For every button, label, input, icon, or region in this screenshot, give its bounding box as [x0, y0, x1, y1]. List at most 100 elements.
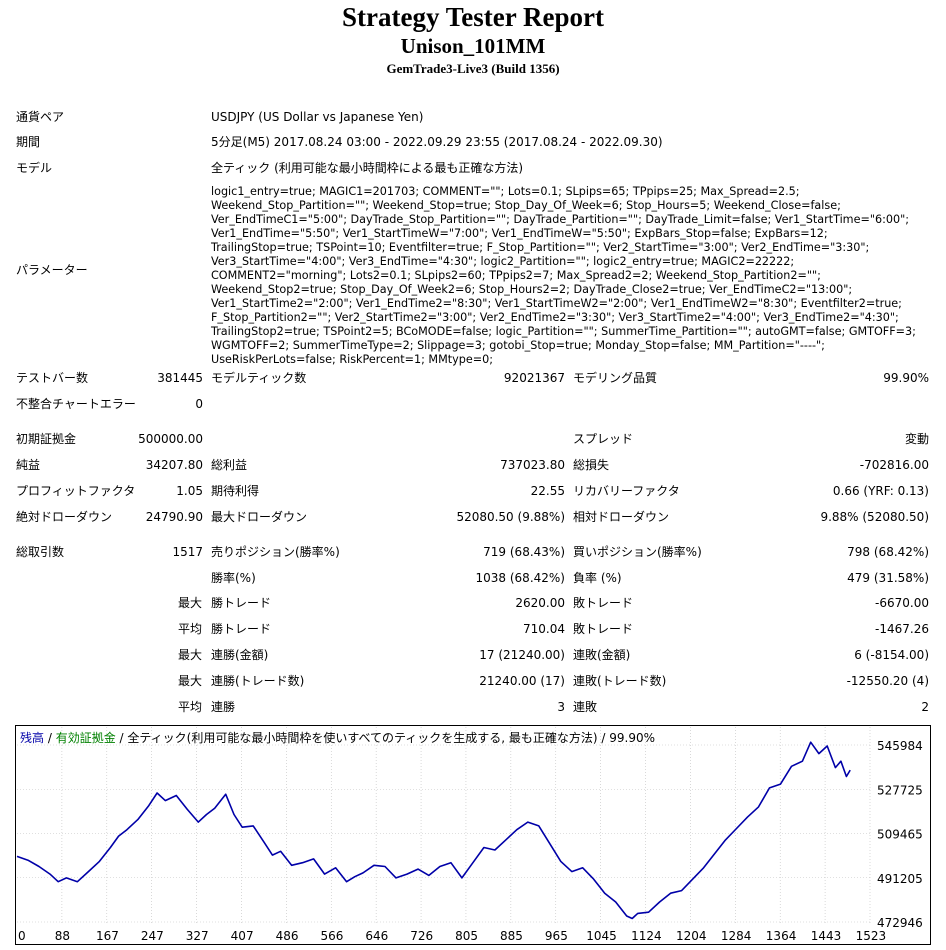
- average-consecutive-wins-label: 連勝: [211, 700, 236, 714]
- legend-separator-1: /: [44, 731, 56, 745]
- x-tick-labels: 0 88 167 247 327 407 486 566 646 726 805 885 965 1045…: [18, 929, 886, 943]
- long-positions-value: 798 (68.42%): [847, 545, 929, 559]
- loss-trades-value: 479 (31.58%): [847, 571, 929, 585]
- gross-loss-label: 総損失: [573, 458, 610, 472]
- chart-legend: 残高 / 有効証拠金 / 全ティック(利用可能な最小時間枠を使いすべてのティック…: [20, 730, 655, 745]
- relative-drawdown-value: 9.88% (52080.50): [820, 510, 929, 524]
- maximal-drawdown-value: 52080.50 (9.88%): [456, 510, 565, 524]
- spread-value: 変動: [904, 432, 929, 446]
- gross-profit-label: 総利益: [211, 458, 248, 472]
- average-consecutive-losses-value: 2: [921, 700, 929, 714]
- bars-label: テストバー数: [16, 371, 89, 385]
- net-profit-label: 純益: [16, 458, 41, 472]
- ea-name: Unison_101MM: [400, 34, 546, 58]
- chart-series: [16, 741, 851, 920]
- net-profit-value: 34207.80: [145, 458, 203, 472]
- quality-value: 99.90%: [883, 371, 929, 385]
- consecutive-losses-count-value: -12550.20 (4): [846, 674, 929, 688]
- average-consecutive-wins-value: 3: [557, 700, 565, 714]
- short-positions-value: 719 (68.43%): [483, 545, 565, 559]
- symbol-value: USDJPY (US Dollar vs Japanese Yen): [211, 110, 424, 124]
- y-tick-label: 527725: [877, 783, 923, 797]
- x-tick-label: 327: [186, 929, 209, 943]
- largest-loss-value: -6670.00: [875, 596, 929, 610]
- gross-profit-value: 737023.80: [500, 458, 565, 472]
- profit-trades-value: 1038 (68.42%): [475, 571, 565, 585]
- legend-balance: 残高: [20, 730, 44, 745]
- consecutive-losses-money-value: 6 (-8154.00): [854, 648, 929, 662]
- average-win-value: 710.04: [523, 622, 565, 636]
- total-trades-label: 総取引数: [16, 545, 65, 559]
- x-tick-label: 1284: [721, 929, 752, 943]
- long-positions-label: 買いポジション(勝率%): [573, 545, 702, 559]
- x-tick-label: 1124: [631, 929, 662, 943]
- largest-loss-label: 敗トレード: [573, 596, 634, 610]
- x-tick-label: 805: [455, 929, 478, 943]
- deposit-label: 初期証拠金: [16, 432, 77, 446]
- gross-loss-value: -702816.00: [859, 458, 929, 472]
- short-positions-label: 売りポジション(勝率%): [211, 545, 340, 559]
- largest-win-label: 勝トレード: [211, 596, 272, 610]
- average-row: 平均 勝トレード 710.04 敗トレード -1467.26: [0, 617, 946, 641]
- average-consecutive-label: 平均: [178, 700, 203, 714]
- balance-line: [16, 741, 851, 920]
- consecutive-wins-count-label: 連勝(トレード数): [211, 674, 305, 688]
- absolute-drawdown-value: 24790.90: [145, 510, 203, 524]
- x-tick-label: 566: [320, 929, 343, 943]
- profit-factor-label: プロフィットファクタ: [16, 484, 136, 498]
- x-tick-label: 726: [410, 929, 433, 943]
- x-tick-label: 646: [365, 929, 388, 943]
- bars-value: 381445: [157, 371, 203, 385]
- average-win-label: 勝トレード: [211, 622, 272, 636]
- maximal-drawdown-label: 最大ドローダウン: [211, 510, 308, 524]
- drawdown-row: 絶対ドローダウン 24790.90 最大ドローダウン 52080.50 (9.8…: [0, 505, 946, 529]
- x-tick-label: 167: [96, 929, 119, 943]
- mismatch-label: 不整合チャートエラー: [16, 397, 136, 411]
- parameters-label: パラメーター: [16, 263, 88, 277]
- consecutive-losses-count-label: 連敗(トレード数): [573, 674, 667, 688]
- average-label: 平均: [178, 622, 203, 636]
- relative-drawdown-label: 相対ドローダウン: [573, 510, 670, 524]
- model-value: 全ティック (利用可能な最小時間枠による最も正確な方法): [211, 161, 524, 175]
- report-title: Strategy Tester Report: [342, 2, 604, 32]
- period-value: 5分足(M5) 2017.08.24 03:00 - 2022.09.29 23…: [211, 135, 663, 149]
- balance-chart: 545984 527725 509465 491205 472946 0 88 167 247…: [15, 725, 931, 945]
- average-loss-value: -1467.26: [875, 622, 929, 636]
- ticks-value: 92021367: [503, 371, 565, 385]
- spread-label: スプレッド: [573, 432, 634, 446]
- y-tick-label: 545984: [877, 739, 923, 753]
- average-loss-label: 敗トレード: [573, 622, 634, 636]
- largest-row: 最大 勝トレード 2620.00 敗トレード -6670.00: [0, 591, 946, 615]
- chart-grid: [17, 727, 871, 925]
- absolute-drawdown-label: 絶対ドローダウン: [16, 510, 113, 524]
- x-tick-label: 247: [141, 929, 164, 943]
- x-tick-label: 885: [500, 929, 523, 943]
- pf-row: プロフィットファクタ 1.05 期待利得 22.55 リカバリーファクタ 0.6…: [0, 479, 946, 503]
- profit-factor-value: 1.05: [176, 484, 203, 498]
- y-tick-labels: 545984 527725 509465 491205 472946: [877, 739, 923, 930]
- legend-equity: 有効証拠金: [56, 730, 116, 745]
- symbol-row: 通貨ペア USDJPY (US Dollar vs Japanese Yen): [0, 105, 946, 129]
- x-tick-label: 1443: [811, 929, 842, 943]
- parameters-value: logic1_entry=true; MAGIC1=201703; COMMEN…: [211, 185, 916, 366]
- server-build: GemTrade3-Live3 (Build 1356): [386, 61, 560, 76]
- consecutive-wins-count-value: 21240.00 (17): [479, 674, 565, 688]
- expected-payoff-value: 22.55: [530, 484, 565, 498]
- period-row: 期間 5分足(M5) 2017.08.24 03:00 - 2022.09.29…: [0, 130, 946, 154]
- net-row: 純益 34207.80 総利益 737023.80 総損失 -702816.00: [0, 453, 946, 477]
- x-tick-label: 407: [231, 929, 254, 943]
- consecutive-wins-money-label: 連勝(金額): [211, 648, 269, 662]
- y-tick-label: 491205: [877, 872, 923, 886]
- y-tick-label: 472946: [877, 916, 923, 930]
- loss-trades-label: 負率 (%): [573, 571, 622, 585]
- x-tick-label: 1364: [766, 929, 797, 943]
- average-consecutive-row: 平均 連勝 3 連敗 2: [0, 695, 946, 719]
- period-label: 期間: [16, 135, 41, 149]
- total-trades-value: 1517: [172, 545, 203, 559]
- largest-label: 最大: [178, 596, 203, 610]
- x-tick-label: 1204: [676, 929, 707, 943]
- profit-trades-label: 勝率(%): [211, 571, 256, 585]
- x-tick-label: 965: [545, 929, 568, 943]
- x-tick-label: 1045: [586, 929, 617, 943]
- average-consecutive-losses-label: 連敗: [573, 700, 598, 714]
